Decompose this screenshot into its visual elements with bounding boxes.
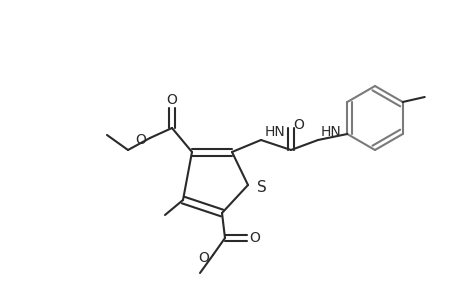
Text: O: O [135,133,146,147]
Text: S: S [257,179,266,194]
Text: O: O [249,231,260,245]
Text: HN: HN [320,125,341,139]
Text: HN: HN [264,125,285,139]
Text: O: O [166,93,177,107]
Text: O: O [198,251,209,265]
Text: O: O [293,118,304,132]
